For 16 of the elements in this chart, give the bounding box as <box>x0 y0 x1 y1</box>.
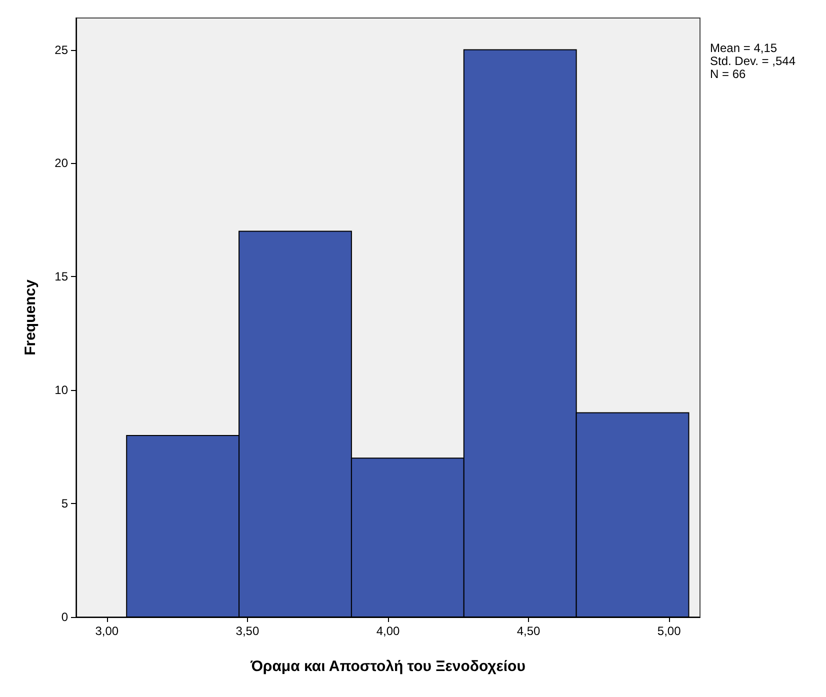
x-tick-label: 5,00 <box>657 624 682 638</box>
x-axis-title: Όραμα και Αποστολή του Ξενοδοχείου <box>250 658 526 675</box>
y-tick-label: 20 <box>54 156 68 170</box>
x-tick-label: 4,50 <box>516 624 541 638</box>
text: Std. Dev. = ,544 <box>710 54 796 68</box>
text: Mean = 4,15 <box>710 41 778 55</box>
text: N = 66 <box>710 67 746 81</box>
y-tick-label: 25 <box>54 42 68 57</box>
y-tick-label: 5 <box>61 496 68 511</box>
y-axis-title: Frequency <box>22 278 39 356</box>
y-tick-label: 0 <box>61 610 68 624</box>
x-tick-label: 4,00 <box>376 624 400 638</box>
x-tick-label: 3,50 <box>236 624 260 638</box>
y-tick-label: 15 <box>54 270 68 284</box>
x-tick-label: 3,00 <box>95 624 119 638</box>
y-tick-label: 10 <box>54 383 68 398</box>
